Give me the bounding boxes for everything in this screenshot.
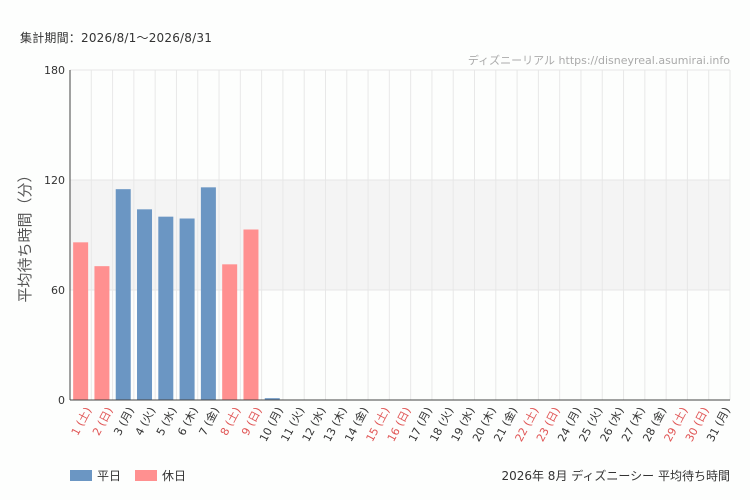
legend-item-holiday: 休日 — [135, 467, 186, 484]
bar — [264, 398, 280, 400]
y-axis-label: 平均待ち時間（分） — [16, 167, 34, 302]
bar — [137, 209, 153, 400]
legend: 平日 休日 — [70, 467, 186, 484]
bar — [222, 264, 238, 400]
bar — [94, 266, 110, 400]
legend-label-holiday: 休日 — [162, 469, 187, 483]
y-tick-label: 180 — [44, 64, 65, 77]
y-tick-label: 120 — [44, 174, 65, 187]
legend-label-weekday: 平日 — [97, 469, 122, 483]
bar — [115, 189, 131, 400]
bar — [158, 216, 174, 400]
legend-item-weekday: 平日 — [70, 467, 121, 484]
bar — [73, 242, 89, 400]
legend-swatch-holiday — [135, 470, 158, 481]
y-tick-label: 0 — [58, 394, 65, 407]
y-tick-label: 60 — [51, 284, 65, 297]
bar — [179, 218, 195, 400]
watermark: ディズニーリアル https://disneyreal.asumirai.inf… — [467, 54, 730, 67]
legend-swatch-weekday — [70, 470, 92, 481]
bar — [243, 229, 259, 400]
period-label: 集計期間：2026/8/1〜2026/8/31 — [20, 31, 213, 45]
chart-footer-title: 2026年 8月 ディズニーシー 平均待ち時間 — [501, 469, 730, 483]
bar — [200, 187, 216, 400]
